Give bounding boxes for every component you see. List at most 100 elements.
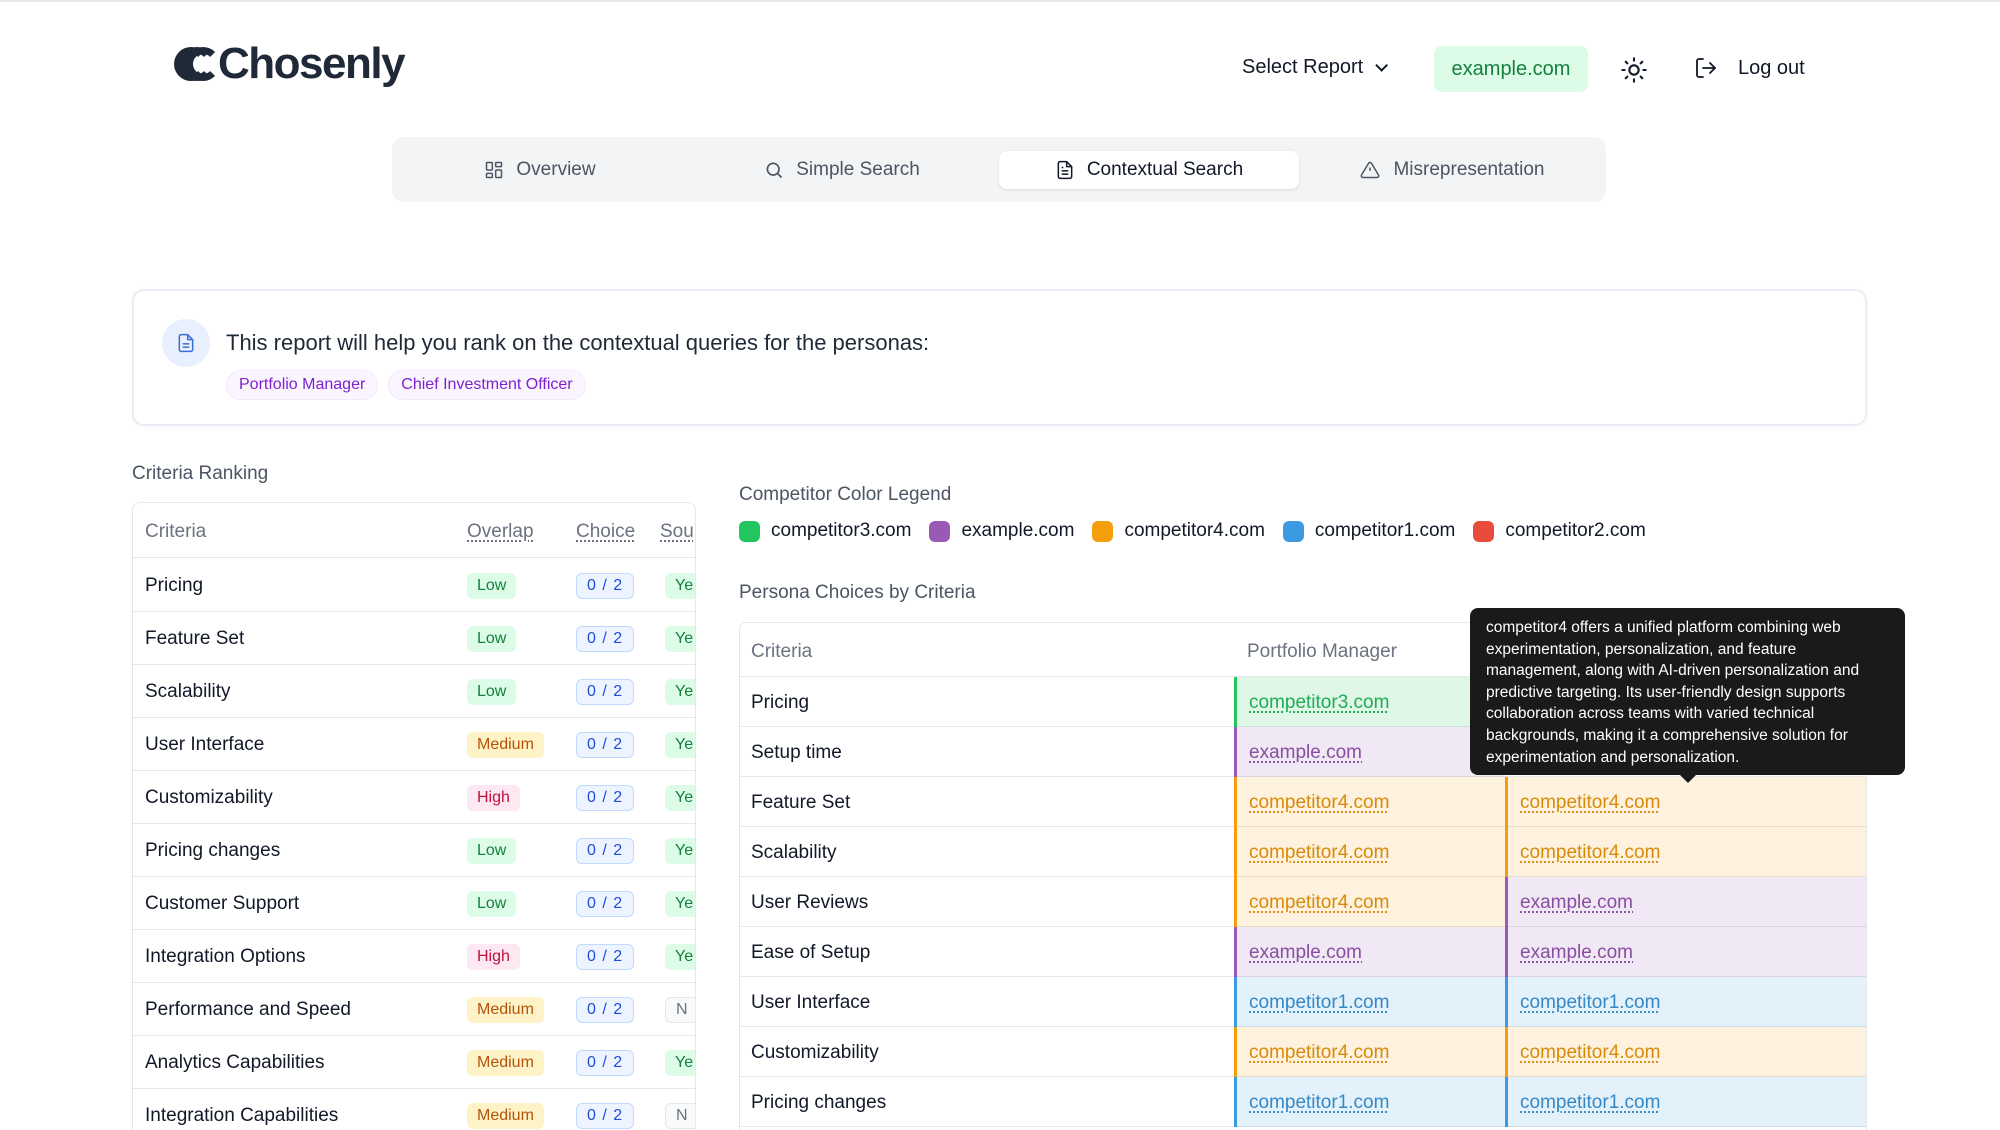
criteria-name: Customizability	[145, 787, 273, 808]
choice-cell: example.com	[1505, 927, 1866, 977]
competitor-link[interactable]: competitor4.com	[1520, 792, 1661, 813]
choice-cell: example.com	[1505, 877, 1866, 927]
competitor-link[interactable]: competitor4.com	[1249, 1042, 1390, 1063]
competitor-link[interactable]: example.com	[1520, 892, 1633, 913]
choice-badge: 0 / 2	[576, 732, 635, 758]
legend-item: competitor1.com	[1282, 520, 1455, 542]
logo[interactable]: Chosenly	[174, 39, 406, 88]
source-badge: Ye	[665, 573, 695, 599]
logo-icon	[174, 43, 220, 85]
choice-cell: example.com	[1234, 927, 1505, 977]
tab-label: Simple Search	[796, 159, 920, 180]
overlap-badge: Low	[467, 891, 517, 917]
criteria-name: Setup time	[751, 742, 842, 763]
choice-badge: 0 / 2	[576, 626, 635, 652]
legend-label: competitor3.com	[771, 520, 912, 541]
table-row: Pricing changes competitor1.com competitor…	[740, 1077, 1866, 1127]
choice-cell: competitor4.com	[1234, 777, 1505, 827]
table-row: User Interface competitor1.com competitor1…	[740, 977, 1866, 1027]
logo-text: Chosenly	[218, 39, 406, 88]
select-report-label: Select Report	[1242, 56, 1364, 78]
column-header[interactable]: Sou	[660, 521, 694, 542]
table-row[interactable]: Integration Capabilities Medium 0 / 2 N	[133, 1089, 695, 1130]
table-row[interactable]: Scalability Low 0 / 2 Ye	[133, 665, 695, 718]
table-row: User Reviews competitor4.com example.com	[740, 877, 1866, 927]
criteria-name: Scalability	[145, 681, 231, 702]
table-row[interactable]: Integration Options High 0 / 2 Ye	[133, 930, 695, 983]
competitor-link[interactable]: example.com	[1249, 942, 1362, 963]
competitor-link[interactable]: competitor4.com	[1520, 842, 1661, 863]
overlap-badge: High	[467, 944, 520, 970]
table-row[interactable]: Customizability High 0 / 2 Ye	[133, 771, 695, 824]
search-icon	[766, 162, 783, 179]
logout-button[interactable]: Log out	[1694, 56, 1805, 80]
choice-badge: 0 / 2	[576, 997, 635, 1023]
select-report-dropdown[interactable]: Select Report	[1242, 56, 1389, 79]
criteria-name: Pricing changes	[751, 1092, 887, 1113]
overlap-badge: Medium	[467, 732, 544, 758]
criteria-name: Pricing changes	[145, 840, 281, 861]
criteria-name: Feature Set	[145, 628, 245, 649]
table-row[interactable]: Analytics Capabilities Medium 0 / 2 Ye	[133, 1036, 695, 1089]
overlap-badge: Medium	[467, 1050, 544, 1076]
legend-title: Competitor Color Legend	[739, 484, 952, 505]
column-header[interactable]: Choice	[576, 521, 636, 542]
source-badge: Ye	[665, 944, 695, 970]
domain-badge[interactable]: example.com	[1434, 46, 1588, 92]
column-header: Portfolio Manager	[1247, 641, 1397, 662]
table-row[interactable]: Performance and Speed Medium 0 / 2 N	[133, 983, 695, 1036]
sun-icon[interactable]	[1620, 56, 1648, 84]
legend-item: competitor2.com	[1473, 520, 1646, 542]
table-row: Ease of Setup example.com example.com	[740, 927, 1866, 977]
table-row[interactable]: Pricing changes Low 0 / 2 Ye	[133, 824, 695, 877]
source-badge: Ye	[665, 1050, 695, 1076]
choice-badge: 0 / 2	[576, 573, 635, 599]
choice-cell: competitor3.com	[1234, 677, 1505, 727]
choice-cell: competitor4.com	[1234, 1027, 1505, 1077]
criteria-name: Integration Capabilities	[145, 1105, 339, 1126]
tab-overview[interactable]: Overview	[420, 151, 660, 189]
criteria-name: Ease of Setup	[751, 942, 871, 963]
table-row: Scalability competitor4.com competitor4.co…	[740, 827, 1866, 877]
tab-misrepresentation[interactable]: Misrepresentation	[1332, 151, 1572, 189]
overlap-badge: High	[467, 785, 520, 811]
table-row: Setup time example.com	[740, 727, 1866, 777]
competitor-link[interactable]: competitor1.com	[1520, 992, 1661, 1013]
persona-tag: Portfolio Manager	[226, 370, 379, 400]
competitor-link[interactable]: competitor4.com	[1249, 892, 1390, 913]
warning-icon	[1361, 161, 1380, 179]
color-swatch	[929, 520, 951, 542]
competitor-link[interactable]: competitor1.com	[1520, 1092, 1661, 1113]
competitor-link[interactable]: competitor4.com	[1249, 792, 1390, 813]
source-badge: Ye	[665, 679, 695, 705]
tab-simple-search[interactable]: Simple Search	[722, 151, 962, 189]
competitor-link[interactable]: example.com	[1249, 742, 1362, 763]
competitor-link[interactable]: example.com	[1520, 942, 1633, 963]
competitor-link[interactable]: competitor4.com	[1249, 842, 1390, 863]
tab-label: Misrepresentation	[1393, 159, 1545, 180]
criteria-name: Integration Options	[145, 946, 306, 967]
choice-cell: competitor4.com	[1505, 1027, 1866, 1077]
source-badge: N	[665, 1103, 695, 1129]
competitor-link[interactable]: competitor1.com	[1249, 1092, 1390, 1113]
persona-choices-title: Persona Choices by Criteria	[739, 582, 976, 603]
competitor-link[interactable]: competitor1.com	[1249, 992, 1390, 1013]
table-row[interactable]: Pricing Low 0 / 2 Ye	[133, 559, 695, 612]
choice-badge: 0 / 2	[576, 944, 635, 970]
table-row[interactable]: Feature Set Low 0 / 2 Ye	[133, 612, 695, 665]
criteria-name: Performance and Speed	[145, 999, 351, 1020]
source-badge: Ye	[665, 838, 695, 864]
overlap-badge: Low	[467, 626, 517, 652]
overlap-badge: Medium	[467, 1103, 544, 1129]
competitor-link[interactable]: competitor3.com	[1249, 692, 1390, 713]
logout-icon	[1696, 58, 1716, 78]
table-row[interactable]: Customer Support Low 0 / 2 Ye	[133, 877, 695, 930]
column-header: Criteria	[145, 521, 207, 542]
table-header: Criteria Overlap Choice Sou	[133, 503, 695, 558]
overlap-badge: Low	[467, 573, 517, 599]
column-header[interactable]: Overlap	[467, 521, 534, 542]
logout-label: Log out	[1738, 56, 1805, 79]
competitor-link[interactable]: competitor4.com	[1520, 1042, 1661, 1063]
table-row[interactable]: User Interface Medium 0 / 2 Ye	[133, 718, 695, 771]
tab-contextual-search[interactable]: Contextual Search	[999, 151, 1299, 189]
